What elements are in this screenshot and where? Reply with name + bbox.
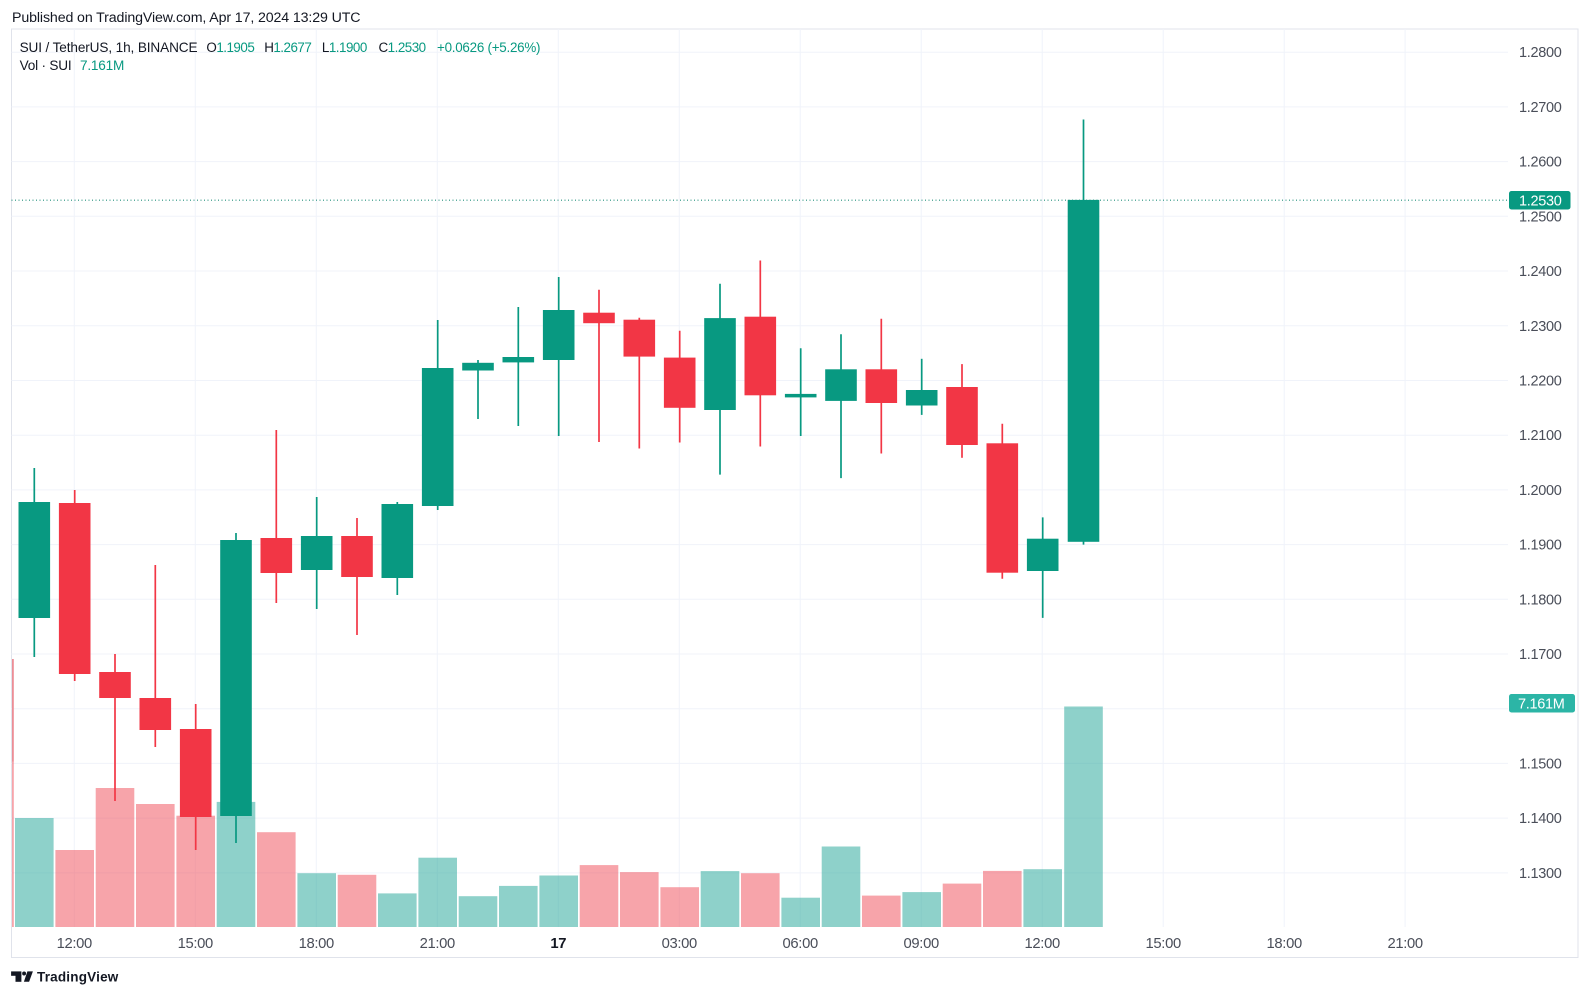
svg-text:18:00: 18:00 bbox=[299, 936, 334, 952]
svg-text:12:00: 12:00 bbox=[57, 936, 92, 952]
svg-text:1.2100: 1.2100 bbox=[1519, 428, 1562, 444]
svg-text:7.161M: 7.161M bbox=[80, 58, 124, 73]
svg-text:1.2000: 1.2000 bbox=[1519, 483, 1562, 499]
svg-text:1.1400: 1.1400 bbox=[1519, 811, 1562, 827]
svg-text:TradingView: TradingView bbox=[37, 969, 119, 984]
svg-text:1.2530: 1.2530 bbox=[1519, 193, 1562, 209]
svg-text:1.2800: 1.2800 bbox=[1519, 45, 1562, 61]
svg-text:O1.1905: O1.1905 bbox=[206, 40, 254, 55]
svg-text:Published on TradingView.com,: Published on TradingView.com, Apr 17, 20… bbox=[12, 10, 360, 26]
svg-text:H1.2677: H1.2677 bbox=[264, 40, 311, 55]
svg-text:17: 17 bbox=[550, 936, 566, 952]
svg-text:7.161M: 7.161M bbox=[1518, 696, 1565, 712]
svg-text:15:00: 15:00 bbox=[178, 936, 213, 952]
svg-text:21:00: 21:00 bbox=[420, 936, 455, 952]
svg-text:09:00: 09:00 bbox=[904, 936, 939, 952]
svg-text:Vol · SUI: Vol · SUI bbox=[20, 58, 72, 73]
svg-text:1.1500: 1.1500 bbox=[1519, 756, 1562, 772]
svg-text:03:00: 03:00 bbox=[662, 936, 697, 952]
svg-text:1.1300: 1.1300 bbox=[1519, 866, 1562, 882]
svg-text:06:00: 06:00 bbox=[783, 936, 818, 952]
svg-text:SUI / TetherUS, 1h, BINANCE: SUI / TetherUS, 1h, BINANCE bbox=[20, 40, 198, 55]
svg-text:L1.1900: L1.1900 bbox=[322, 40, 367, 55]
svg-text:1.2200: 1.2200 bbox=[1519, 374, 1562, 390]
svg-text:1.2700: 1.2700 bbox=[1519, 100, 1562, 116]
svg-text:C1.2530: C1.2530 bbox=[379, 40, 426, 55]
svg-text:18:00: 18:00 bbox=[1267, 936, 1302, 952]
svg-text:12:00: 12:00 bbox=[1025, 936, 1060, 952]
svg-text:+0.0626 (+5.26%): +0.0626 (+5.26%) bbox=[437, 40, 540, 55]
svg-text:15:00: 15:00 bbox=[1146, 936, 1181, 952]
svg-text:1.2300: 1.2300 bbox=[1519, 319, 1562, 335]
svg-text:1.1800: 1.1800 bbox=[1519, 592, 1562, 608]
svg-text:1.2400: 1.2400 bbox=[1519, 264, 1562, 280]
svg-text:1.2600: 1.2600 bbox=[1519, 155, 1562, 171]
svg-text:1.1900: 1.1900 bbox=[1519, 538, 1562, 554]
svg-text:1.2500: 1.2500 bbox=[1519, 209, 1562, 225]
svg-text:21:00: 21:00 bbox=[1387, 936, 1422, 952]
svg-text:1.1700: 1.1700 bbox=[1519, 647, 1562, 663]
